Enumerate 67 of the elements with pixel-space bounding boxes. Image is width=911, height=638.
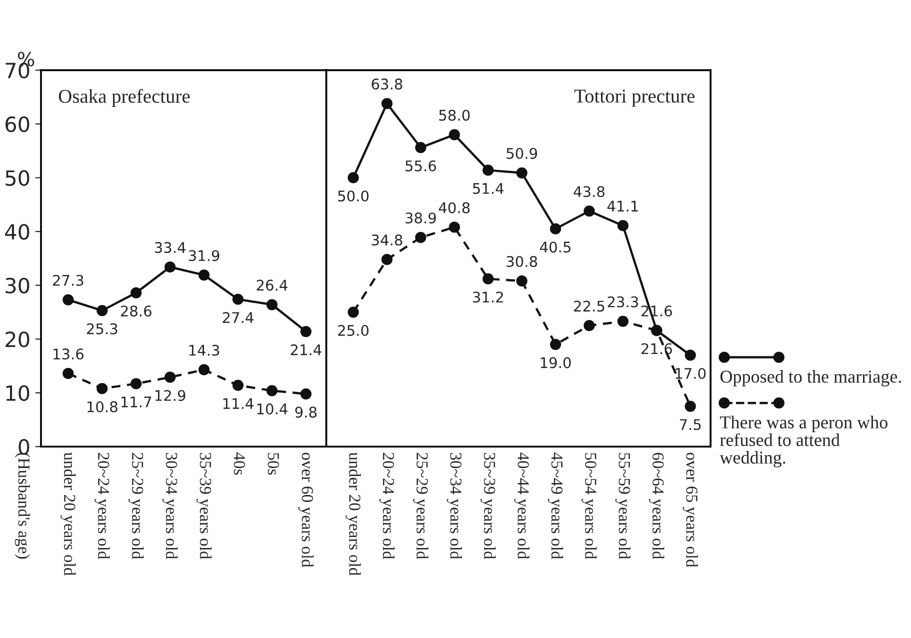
y-tick-label: 20 — [6, 332, 30, 348]
data-label: 33.4 — [154, 242, 186, 254]
data-label: 17.0 — [676, 368, 706, 379]
text: (Husband's age) — [14, 452, 30, 559]
data-label: 12.9 — [155, 390, 186, 402]
data-label: 11.7 — [121, 396, 152, 408]
data-label: 21.4 — [290, 344, 322, 356]
x-tick-label: 45~49 years old — [548, 452, 564, 560]
x-tick-label: over 65 years old — [682, 452, 698, 568]
legend-label: Opposed to the marriage. — [720, 370, 902, 386]
legend-label: There was a peron who refused to attend wedding. — [720, 416, 888, 468]
data-label: 10.8 — [88, 401, 118, 412]
data-label: 14.3 — [189, 344, 220, 356]
x-tick-label: 60~64 years old — [649, 452, 664, 560]
data-label: 27.3 — [53, 274, 84, 286]
data-label: 38.9 — [406, 212, 436, 224]
data-label: 13.6 — [54, 348, 84, 360]
data-label: 21.6 — [641, 343, 672, 354]
y-tick-label: 40 — [5, 224, 30, 240]
x-tick-label: 50~54 years old — [582, 453, 597, 560]
x-tick-label: 50s — [268, 453, 280, 475]
y-tick-label: 50 — [6, 170, 30, 186]
data-label: 31.9 — [188, 250, 220, 262]
text: Tottori precture — [574, 90, 695, 107]
data-label: 34.8 — [372, 234, 402, 246]
data-label: 40.8 — [438, 202, 470, 214]
data-label: 43.8 — [574, 186, 604, 198]
text: Osaka prefecture — [58, 89, 190, 107]
data-label: 7.5 — [680, 419, 701, 430]
data-label: 41.1 — [607, 200, 638, 212]
x-tick-label: 25~29 years old — [413, 452, 428, 560]
x-tick-label: 25~29 years old — [128, 452, 144, 560]
x-tick-label: 20~24 years old — [94, 452, 110, 560]
x-tick-label: 35~39 years old — [196, 452, 212, 560]
data-label: 58.0 — [439, 110, 470, 121]
data-label: 40.5 — [540, 242, 570, 253]
data-label: 30.8 — [506, 256, 538, 268]
data-label: 10.4 — [257, 403, 288, 414]
data-label: 50.9 — [506, 148, 538, 159]
y-tick-label: 10 — [6, 385, 30, 402]
x-tick-label: under 20 years old — [60, 452, 76, 576]
x-tick-label: 30~34 years old — [446, 452, 462, 560]
data-label: 28.6 — [120, 306, 152, 317]
data-label: 22.5 — [574, 300, 604, 312]
x-tick-label: 40~44 years old — [514, 452, 530, 560]
data-label: 9.8 — [295, 406, 317, 418]
data-label: 23.3 — [608, 296, 638, 308]
data-label: 26.4 — [256, 280, 288, 291]
data-label: 11.4 — [223, 398, 254, 409]
x-tick-label: over 60 years old — [298, 452, 314, 568]
data-label: 25.0 — [338, 324, 369, 336]
x-tick-label: 30~34 years old — [162, 452, 178, 560]
data-label: 27.4 — [222, 312, 254, 323]
x-tick-label: 55~59 years old — [615, 453, 631, 560]
y-tick-label: 60 — [6, 116, 30, 132]
data-label: 19.0 — [540, 357, 571, 368]
data-label: 63.8 — [372, 78, 402, 90]
x-tick-label: 35~39 years old — [480, 452, 496, 560]
data-label: 50.0 — [338, 190, 369, 202]
data-label: 31.2 — [472, 292, 503, 303]
data-label: 51.4 — [473, 183, 504, 194]
x-tick-label: 20~24 years old — [379, 452, 395, 560]
x-tick-label: 40s — [234, 452, 246, 475]
data-label: 25.3 — [86, 323, 118, 334]
x-tick-label: under 20 years old — [346, 452, 361, 576]
y-tick-label: 30 — [6, 278, 30, 294]
data-label: 55.6 — [406, 160, 436, 172]
